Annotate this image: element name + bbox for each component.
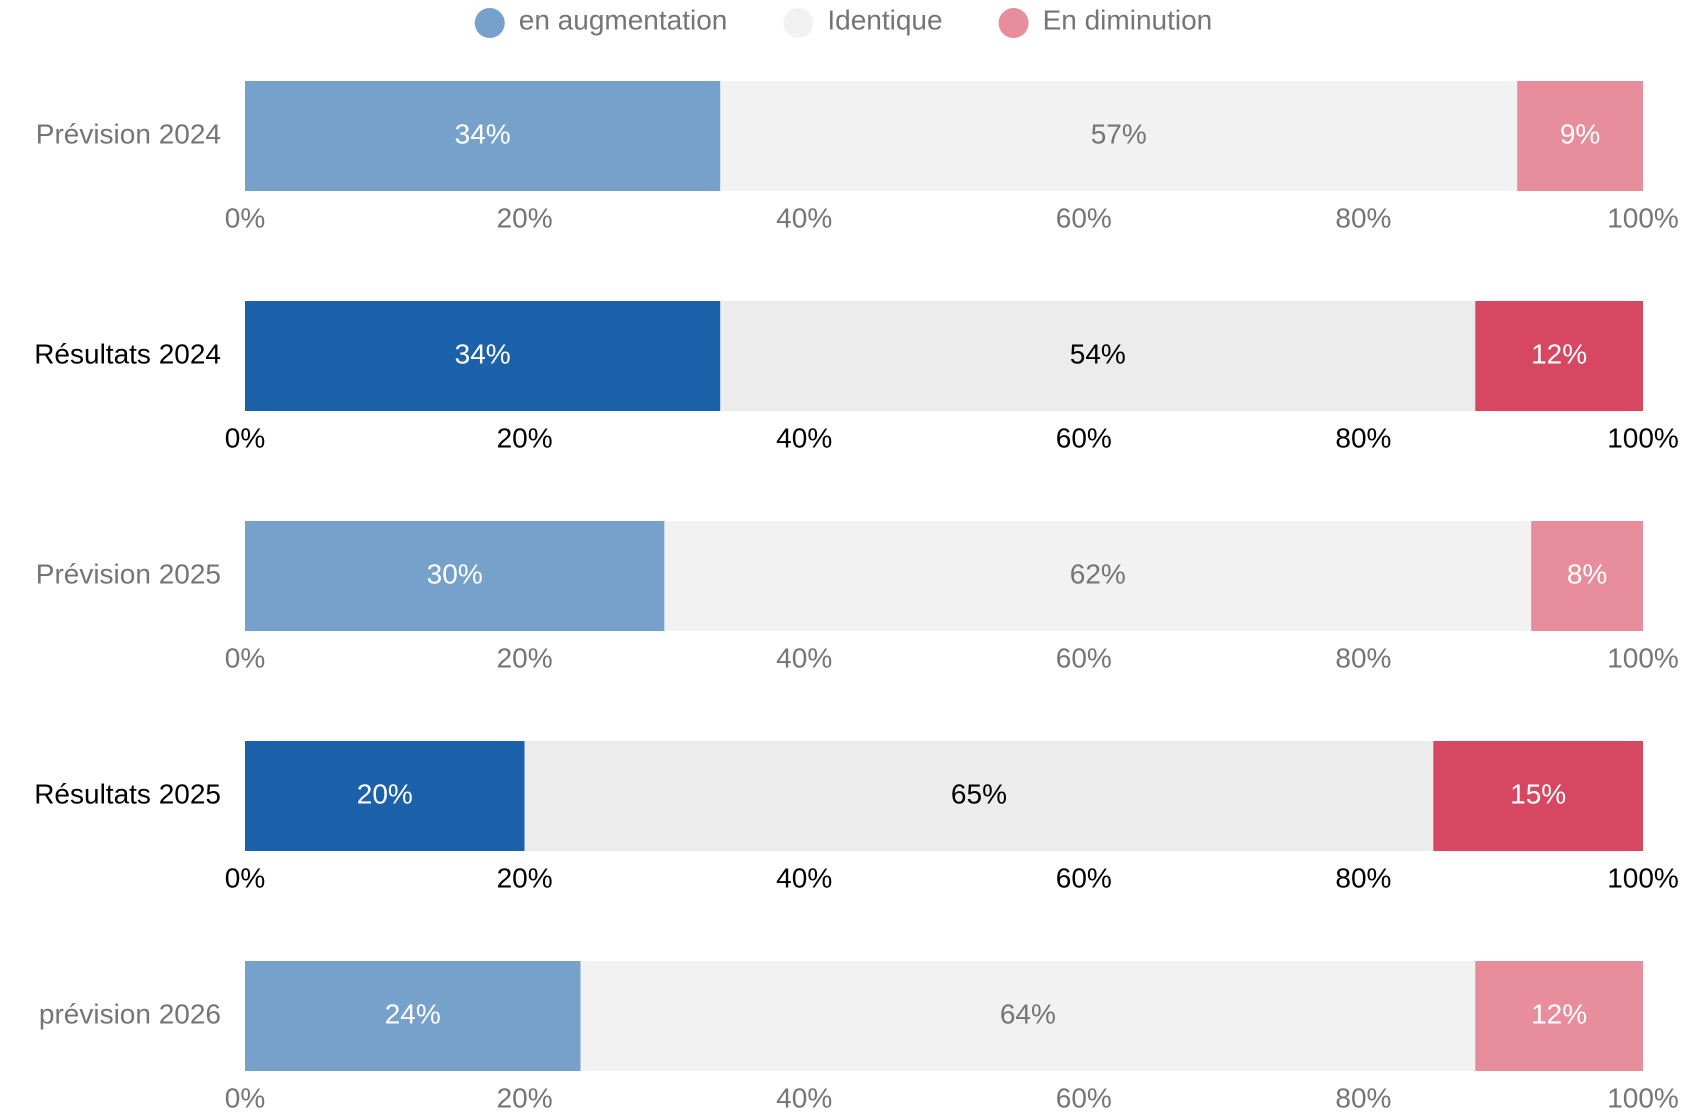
bar-segment (1433, 741, 1643, 851)
legend-label: en augmentation (519, 4, 728, 35)
x-tick-label: 100% (1607, 642, 1679, 673)
bar-segment (245, 81, 721, 191)
value-label: 57% (1091, 118, 1147, 149)
value-label: 65% (951, 778, 1007, 809)
x-tick-label: 80% (1335, 202, 1391, 233)
x-tick-label: 60% (1056, 862, 1112, 893)
category-label: Résultats 2025 (34, 778, 221, 809)
legend-swatch (998, 8, 1029, 38)
x-tick-label: 20% (497, 862, 553, 893)
x-tick-label: 80% (1335, 1082, 1391, 1112)
value-label: 34% (455, 338, 511, 369)
value-label: 12% (1531, 338, 1587, 369)
x-tick-label: 60% (1056, 422, 1112, 453)
bar-segment (1475, 961, 1643, 1071)
x-tick-label: 80% (1335, 862, 1391, 893)
bar-segment (245, 521, 665, 631)
x-tick-label: 0% (225, 642, 265, 673)
x-tick-label: 0% (225, 862, 265, 893)
bar-segment (664, 521, 1532, 631)
legend-swatch (783, 8, 814, 38)
category-label: Prévision 2024 (36, 118, 221, 149)
bar-segment (245, 961, 581, 1071)
legend-swatch (474, 8, 505, 38)
x-tick-label: 20% (497, 1082, 553, 1112)
bar-segment (1531, 521, 1643, 631)
bar-segment (1475, 301, 1643, 411)
bar-segment (245, 301, 721, 411)
category-label: Résultats 2024 (34, 338, 221, 369)
bar-segment (524, 741, 1434, 851)
category-label: prévision 2026 (39, 998, 221, 1029)
x-tick-label: 100% (1607, 202, 1679, 233)
x-tick-label: 0% (225, 202, 265, 233)
x-tick-label: 40% (776, 1082, 832, 1112)
bar-segment (245, 741, 525, 851)
value-label: 54% (1070, 338, 1126, 369)
x-tick-label: 0% (225, 422, 265, 453)
bar-segment (720, 301, 1476, 411)
x-tick-label: 100% (1607, 1082, 1679, 1112)
value-label: 12% (1531, 998, 1587, 1029)
legend-label: En diminution (1043, 4, 1213, 35)
x-tick-label: 100% (1607, 422, 1679, 453)
x-tick-label: 100% (1607, 862, 1679, 893)
value-label: 20% (357, 778, 413, 809)
value-label: 8% (1567, 558, 1607, 589)
x-tick-label: 60% (1056, 642, 1112, 673)
x-tick-label: 60% (1056, 202, 1112, 233)
x-tick-label: 40% (776, 422, 832, 453)
value-label: 24% (385, 998, 441, 1029)
value-label: 62% (1070, 558, 1126, 589)
x-tick-label: 60% (1056, 1082, 1112, 1112)
value-label: 15% (1510, 778, 1566, 809)
value-label: 64% (1000, 998, 1056, 1029)
category-label: Prévision 2025 (36, 558, 221, 589)
x-tick-label: 20% (497, 642, 553, 673)
x-tick-label: 40% (776, 862, 832, 893)
value-label: 9% (1560, 118, 1600, 149)
x-tick-label: 80% (1335, 642, 1391, 673)
bar-segment (720, 81, 1518, 191)
x-tick-label: 0% (225, 1082, 265, 1112)
bar-segment (580, 961, 1476, 1071)
x-tick-label: 80% (1335, 422, 1391, 453)
x-tick-label: 40% (776, 202, 832, 233)
x-tick-label: 20% (497, 422, 553, 453)
value-label: 34% (455, 118, 511, 149)
x-tick-label: 40% (776, 642, 832, 673)
value-label: 30% (427, 558, 483, 589)
x-tick-label: 20% (497, 202, 553, 233)
bar-segment (1517, 81, 1643, 191)
legend-label: Identique (827, 4, 942, 35)
